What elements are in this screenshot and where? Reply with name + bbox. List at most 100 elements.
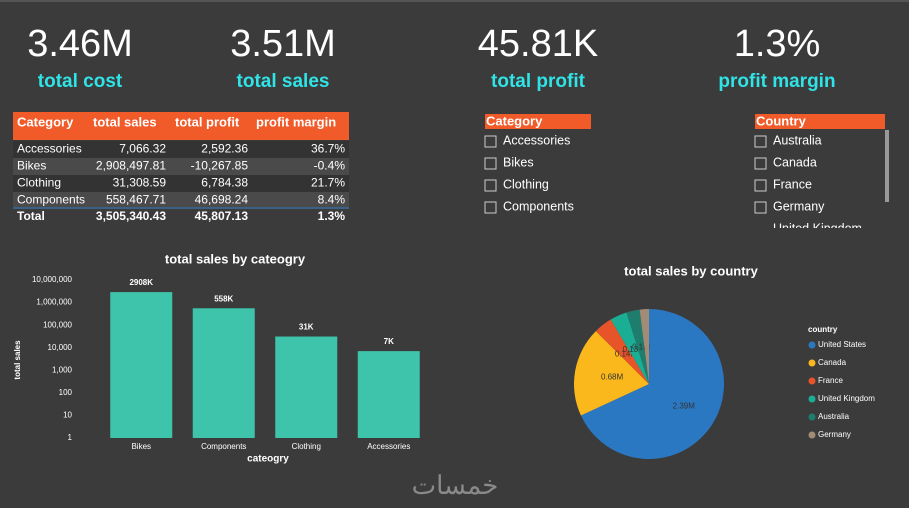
legend-swatch (808, 395, 816, 403)
checkbox[interactable] (754, 157, 767, 170)
table-header: total sales (93, 114, 157, 129)
slicer-item: Germany (773, 199, 825, 213)
y-tick-label: 100 (59, 388, 73, 397)
data-label: 31K (299, 323, 314, 332)
table-total: 1.3% (318, 209, 346, 223)
slicer-item: Accessories (503, 133, 570, 147)
table-cell: 558,467.71 (106, 193, 166, 207)
pie-slice (580, 309, 724, 459)
slicer-item: Components (503, 199, 574, 213)
table-cell: 31,308.59 (113, 176, 167, 190)
table-cell: Clothing (17, 176, 61, 190)
slicer-header-bg (485, 114, 591, 129)
pie-slice (626, 309, 649, 384)
y-tick-label: 100,000 (43, 320, 72, 329)
legend-label: United Kingdom (818, 394, 875, 403)
table-cell: 6,784.38 (201, 176, 248, 190)
table-header: profit margin (256, 114, 336, 129)
data-label: 2908K (129, 278, 153, 287)
data-label: 7K (384, 337, 394, 346)
chart-title: total sales by cateogry (165, 251, 306, 266)
y-tick-label: 1,000,000 (36, 298, 72, 307)
kpi-value: 3.51M (230, 23, 336, 65)
kpi-label: profit margin (718, 71, 835, 92)
checkbox[interactable] (484, 201, 497, 214)
data-label: 0.13M (623, 345, 646, 354)
table-cell: 36.7% (311, 142, 345, 156)
legend-label: Canada (818, 358, 847, 367)
slicer-header-bg (755, 114, 885, 129)
bar (275, 336, 338, 438)
legend-swatch (808, 341, 816, 349)
table-cell: -10,267.85 (191, 159, 249, 173)
table-total: Total (17, 209, 45, 223)
y-tick-label: 10 (63, 411, 72, 420)
bar (192, 308, 255, 438)
data-label: 2.39M (673, 401, 696, 410)
y-tick-label: 10,000,000 (32, 275, 73, 284)
table-header-bg (13, 112, 349, 140)
table-cell: Accessories (17, 142, 82, 156)
legend-swatch (808, 377, 816, 385)
slicer-item: Canada (773, 155, 817, 169)
kpi-label: total profit (491, 71, 586, 92)
x-tick-label: Bikes (131, 442, 151, 451)
table-header: Category (17, 114, 74, 129)
bar (110, 292, 173, 438)
watermark: خمسات (412, 470, 499, 500)
checkbox[interactable] (754, 135, 767, 148)
y-tick-label: 1,000 (52, 365, 73, 374)
data-label: 558K (214, 294, 233, 303)
pie-slice (595, 319, 649, 384)
y-tick-label: 10,000 (48, 343, 73, 352)
table-cell: 46,698.24 (195, 193, 249, 207)
slicer-item: France (773, 177, 812, 191)
legend-label: Australia (818, 412, 850, 421)
data-label: 0.14M (615, 350, 638, 359)
data-label: 0.1M (632, 342, 650, 351)
table-cell: Components (17, 193, 85, 207)
kpi-label: total sales (237, 71, 330, 92)
checkbox[interactable] (754, 179, 767, 192)
legend-swatch (808, 431, 816, 439)
table-row-bg (13, 192, 349, 209)
pie-slice (639, 309, 649, 384)
legend-label: United States (818, 340, 866, 349)
legend-title: country (808, 325, 838, 334)
table-row-bg (13, 158, 349, 175)
checkbox[interactable] (484, 135, 497, 148)
slicer-item: Clothing (503, 177, 549, 191)
table-cell: 7,066.32 (119, 142, 166, 156)
data-label: 0.68M (601, 373, 624, 382)
kpi-value: 1.3% (734, 23, 821, 65)
chart-title: total sales by country (624, 263, 758, 278)
legend-label: France (818, 376, 843, 385)
table-cell: 2,592.36 (201, 142, 248, 156)
kpi-value: 3.46M (27, 23, 133, 65)
legend-swatch (808, 359, 816, 367)
pie-slice (610, 312, 649, 384)
table-cell: 8.4% (318, 193, 346, 207)
table-row-bg (13, 141, 349, 158)
slicer-item: Bikes (503, 155, 534, 169)
kpi-label: total cost (38, 71, 123, 92)
checkbox[interactable] (754, 201, 767, 214)
pie-slice (574, 331, 649, 416)
table-cell: -0.4% (314, 159, 346, 173)
x-tick-label: Components (201, 442, 246, 451)
kpi-value: 45.81K (478, 23, 598, 65)
table-cell: Bikes (17, 159, 46, 173)
slicer-title: Category (486, 113, 543, 128)
legend-label: Germany (818, 430, 851, 439)
slicer-title: Country (756, 113, 807, 128)
slicer-item: United Kingdom (773, 221, 862, 235)
table-total: 3,505,340.43 (96, 209, 166, 223)
checkbox[interactable] (484, 179, 497, 192)
checkbox[interactable] (484, 157, 497, 170)
table-cell: 21.7% (311, 176, 345, 190)
scrollbar (885, 130, 889, 202)
table-total: 45,807.13 (195, 209, 249, 223)
bar (357, 351, 420, 438)
y-axis-label: total sales (13, 340, 22, 380)
